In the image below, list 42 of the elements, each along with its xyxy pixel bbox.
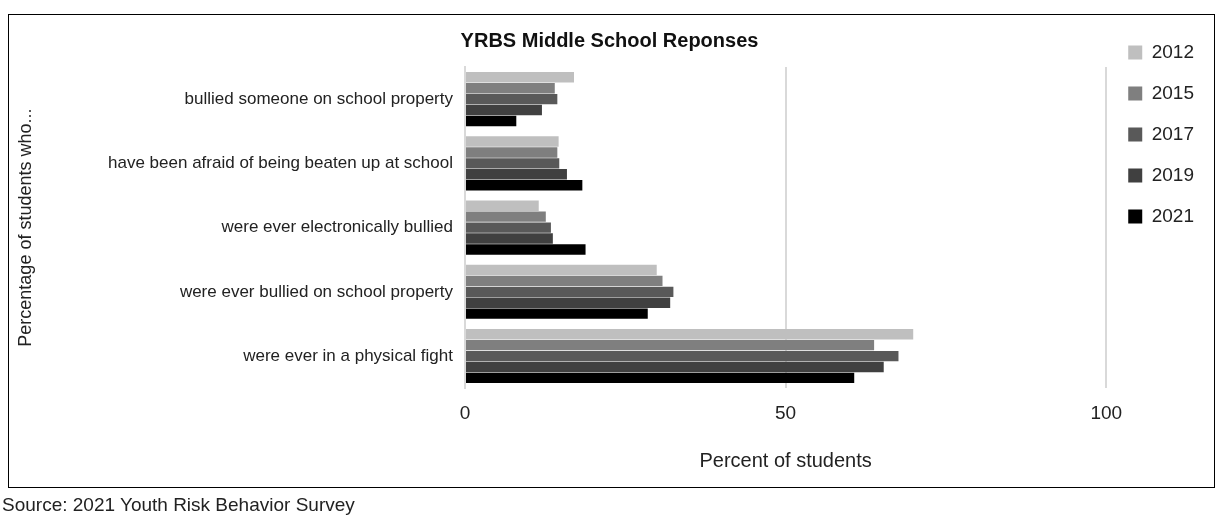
bar <box>466 104 542 116</box>
bar <box>466 329 914 340</box>
x-tick-label: 100 <box>1090 401 1123 423</box>
bar <box>466 339 875 351</box>
legend-label: 2015 <box>1151 81 1195 103</box>
bar <box>466 169 567 180</box>
legend-label: 2019 <box>1151 163 1195 185</box>
x-tick-label: 0 <box>459 401 471 423</box>
bar <box>466 211 546 222</box>
bar <box>466 136 559 147</box>
y-axis-title: Percentage of students who... <box>14 108 35 347</box>
legend-label: 2012 <box>1151 40 1195 62</box>
bar <box>466 264 657 276</box>
bar <box>466 233 553 244</box>
y-tick-label: were ever bullied on school property <box>178 281 454 301</box>
bar <box>466 350 899 362</box>
bar <box>466 72 575 83</box>
x-axis-title: Percent of students <box>699 448 872 471</box>
bar <box>466 115 517 127</box>
bar <box>466 200 539 211</box>
source-note: Source: 2021 Youth Risk Behavior Survey <box>2 494 355 516</box>
bar <box>466 83 555 94</box>
bar <box>466 158 560 169</box>
legend-label: 2017 <box>1151 122 1195 144</box>
bar <box>466 308 648 319</box>
bar <box>466 297 671 308</box>
x-tick-label: 50 <box>775 401 797 423</box>
y-tick-label: were ever in a physical fight <box>242 345 454 365</box>
bar <box>466 286 674 298</box>
y-tick-label: bullied someone on school property <box>184 88 454 108</box>
bar <box>466 93 558 105</box>
legend-label: 2021 <box>1151 204 1195 226</box>
y-tick-label: have been afraid of being beaten up at school <box>108 153 453 173</box>
bar <box>466 275 663 287</box>
bar <box>466 222 551 233</box>
bar <box>466 372 855 384</box>
bar <box>466 361 884 373</box>
bar <box>466 244 586 255</box>
bar <box>466 180 583 191</box>
bar <box>466 147 558 158</box>
y-tick-label: were ever electronically bullied <box>220 217 453 237</box>
chart-title: YRBS Middle School Reponses <box>460 28 759 51</box>
